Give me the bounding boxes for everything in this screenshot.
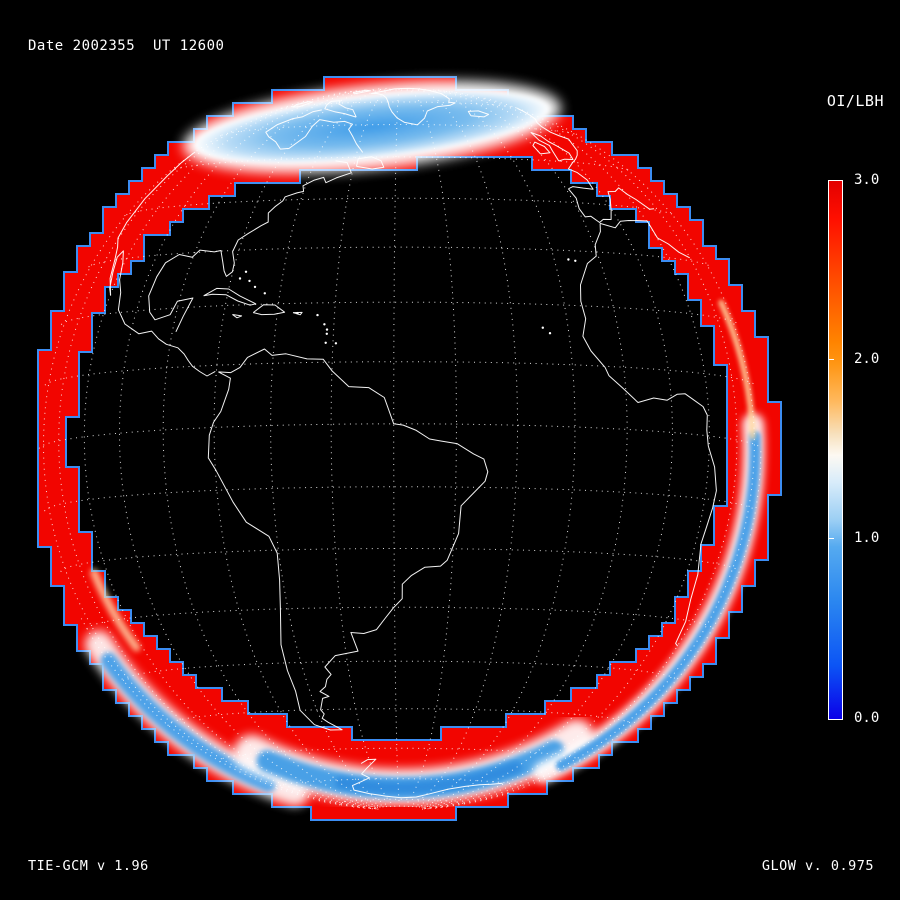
coastline-na-pacific bbox=[109, 151, 216, 377]
colorbar-tick-1 bbox=[829, 538, 834, 539]
coastline-uk bbox=[530, 132, 574, 162]
coastline-ellesmere bbox=[353, 89, 371, 95]
coastline-jamaica bbox=[232, 314, 243, 319]
date-time-label: Date 2002355 UT 12600 bbox=[28, 38, 225, 54]
model-version-label: TIE-GCM v 1.96 bbox=[28, 858, 149, 874]
coastline-labrador-hudson bbox=[265, 109, 364, 153]
coastline-antarctica bbox=[351, 758, 503, 799]
graticule bbox=[38, 87, 762, 810]
southern-aurora-bands bbox=[84, 299, 765, 807]
colorbar-title: OI/LBH bbox=[826, 92, 884, 110]
glow-version-label: GLOW v. 0.975 bbox=[761, 858, 874, 874]
coastline-south-america bbox=[207, 348, 489, 731]
colorbar-label-0: 0.0 bbox=[854, 710, 880, 726]
coastline-baffin bbox=[324, 100, 357, 118]
coastline-ireland bbox=[532, 141, 551, 155]
coastline-iceland bbox=[467, 110, 490, 118]
coastline-na-atlantic bbox=[148, 160, 352, 333]
coastline-victoria bbox=[292, 101, 313, 108]
colorbar-tick-2 bbox=[829, 359, 834, 360]
colorbar bbox=[828, 180, 843, 720]
coastline-europe-med bbox=[568, 187, 655, 223]
coastline-greenland bbox=[371, 87, 456, 126]
colorbar-label-1: 1.0 bbox=[854, 530, 880, 546]
colorbar-label-3: 3.0 bbox=[854, 172, 880, 188]
northern-polar-lens bbox=[182, 80, 562, 174]
coastline-africa-atlantic bbox=[580, 223, 717, 647]
coastline-n-africa-med bbox=[599, 220, 690, 259]
colorbar-label-2: 2.0 bbox=[854, 351, 880, 367]
coastlines bbox=[109, 87, 717, 799]
coastline-cuba bbox=[203, 287, 257, 306]
coastline-newfoundland bbox=[356, 156, 385, 170]
coastline-hispaniola bbox=[252, 304, 286, 316]
island-dots bbox=[238, 258, 577, 345]
coastline-europe-north bbox=[517, 108, 594, 190]
